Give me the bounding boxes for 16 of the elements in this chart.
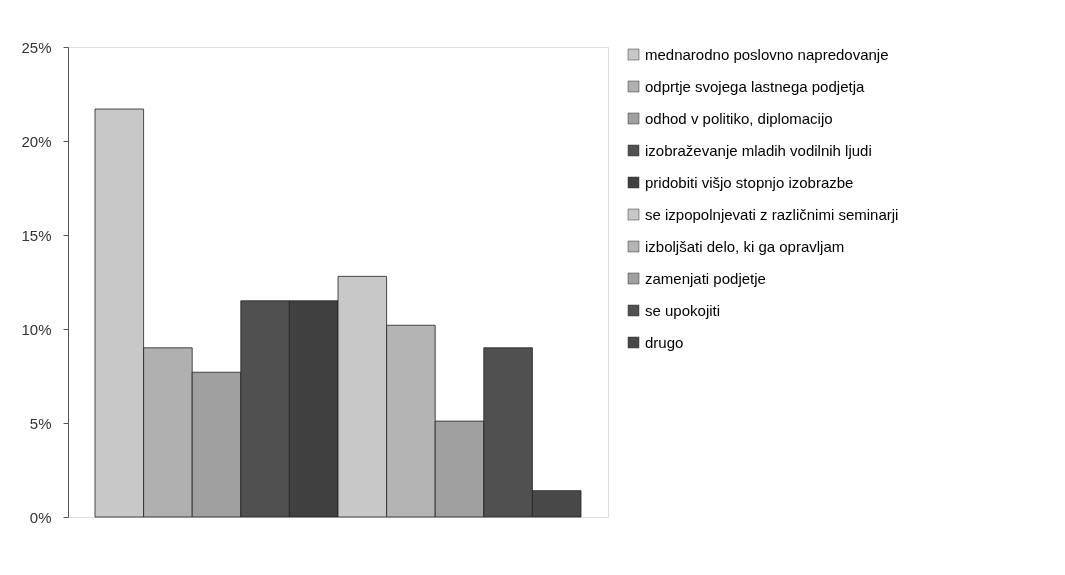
legend-label: se izpopolnjevati z različnimi seminarji <box>645 205 899 223</box>
y-tick-label: 25% <box>21 38 52 56</box>
legend-label: izboljšati delo, ki ga opravljam <box>645 237 845 255</box>
y-tick-label: 10% <box>21 320 52 338</box>
legend-label: odprtje svojega lastnega podjetja <box>645 77 865 95</box>
y-tick-label: 20% <box>21 132 52 150</box>
legend-label: mednarodno poslovno napredovanje <box>645 45 889 63</box>
y-tick-label: 5% <box>29 414 52 432</box>
legend-label: izobraževanje mladih vodilnih ljudi <box>645 141 872 159</box>
legend-label: se upokojiti <box>645 301 721 319</box>
legend-label: zamenjati podjetje <box>645 269 766 287</box>
y-tick-label: 15% <box>21 226 52 244</box>
legend-label: drugo <box>645 333 684 351</box>
y-tick-label: 0% <box>29 508 52 526</box>
legend-label: pridobiti višjo stopnjo izobrazbe <box>645 173 854 191</box>
legend-label: odhod v politiko, diplomacijo <box>645 109 833 127</box>
